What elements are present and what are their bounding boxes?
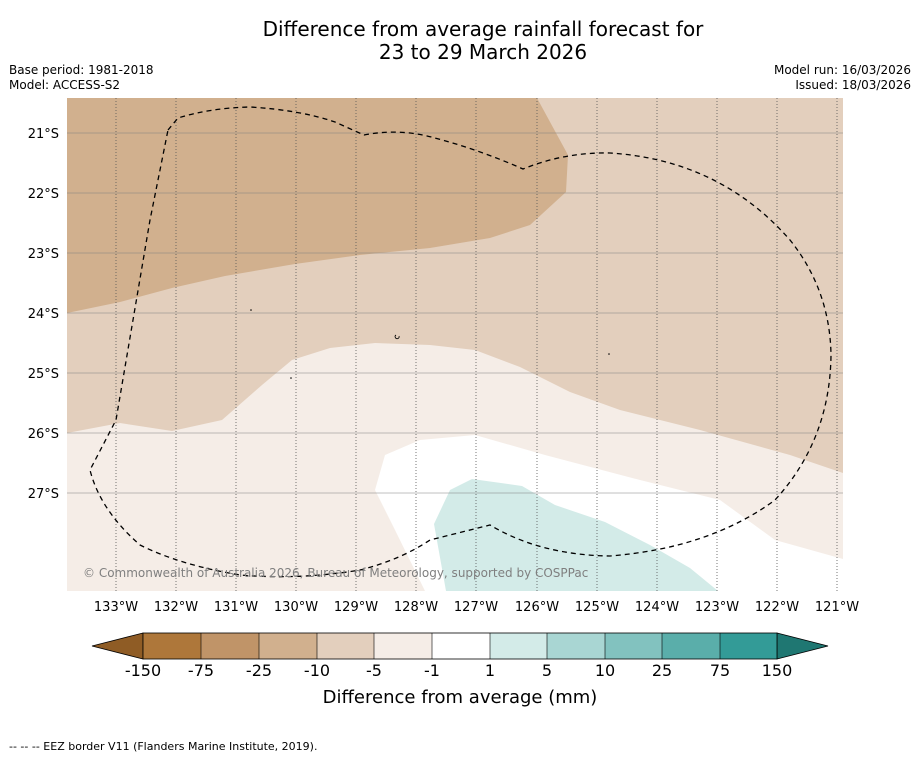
model-name: Model: ACCESS-S2	[9, 78, 121, 92]
colorbar-over-arrow	[776, 632, 829, 660]
longitude-labels: 133°W 132°W 131°W 130°W 129°W 128°W 127°…	[94, 600, 859, 615]
lon-label: 124°W	[635, 600, 679, 615]
colorbar-swatch	[662, 633, 720, 659]
colorbar: -150 -75 -25 -10 -5 -1 1 5 10 25 75 150 …	[91, 632, 829, 708]
colorbar-label: -1	[424, 661, 440, 680]
map-title: Difference from average rainfall forecas…	[0, 18, 919, 64]
colorbar-swatch	[605, 633, 662, 659]
colorbar-swatch	[317, 633, 374, 659]
lat-label: 23°S	[28, 247, 59, 262]
colorbar-title: Difference from average (mm)	[323, 687, 598, 708]
lat-label: 22°S	[28, 187, 59, 202]
colorbar-label: -75	[188, 661, 214, 680]
lon-label: 122°W	[755, 600, 799, 615]
latitude-gridlines	[67, 132, 843, 494]
colorbar-swatch	[432, 633, 490, 659]
title-line-1: Difference from average rainfall forecas…	[262, 17, 704, 41]
colorbar-dividers	[200, 633, 721, 659]
colorbar-swatch	[490, 633, 547, 659]
lon-label: 128°W	[394, 600, 438, 615]
issued-date: Issued: 18/03/2026	[795, 78, 911, 92]
colorbar-label: 75	[710, 661, 730, 680]
island-outline	[394, 334, 400, 340]
colorbar-labels: -150 -75 -25 -10 -5 -1 1 5 10 25 75 150	[125, 661, 792, 680]
base-period: Base period: 1981-2018	[9, 63, 154, 77]
lon-label: 126°W	[515, 600, 559, 615]
colorbar-label: 5	[542, 661, 552, 680]
lon-label: 121°W	[815, 600, 859, 615]
lat-label: 25°S	[28, 367, 59, 382]
lon-label: 129°W	[334, 600, 378, 615]
longitude-gridlines	[115, 98, 838, 591]
lon-label: 132°W	[154, 600, 198, 615]
zone-plus1-to-plus5	[434, 479, 718, 591]
lat-label: 26°S	[28, 427, 59, 442]
lon-label: 133°W	[94, 600, 138, 615]
colorbar-swatch	[374, 633, 432, 659]
colorbar-swatch	[143, 633, 201, 659]
colorbar-label: 10	[595, 661, 615, 680]
colorbar-label: -10	[304, 661, 330, 680]
model-run: Model run: 16/03/2026	[773, 63, 911, 77]
meta-left: Base period: 1981-2018 Model: ACCESS-S2	[9, 63, 154, 93]
colorbar-label: -25	[246, 661, 272, 680]
lon-label: 123°W	[695, 600, 739, 615]
lat-label: 21°S	[28, 127, 59, 142]
colorbar-outline	[142, 632, 778, 660]
lat-label: 27°S	[28, 487, 59, 502]
colorbar-under-arrow	[91, 632, 144, 660]
colorbar-label: 1	[485, 661, 495, 680]
title-line-2: 23 to 29 March 2026	[378, 40, 588, 64]
lon-label: 131°W	[214, 600, 258, 615]
island-dot	[608, 353, 610, 355]
eez-border	[89, 106, 832, 578]
copyright-notice: © Commonwealth of Australia 2026, Bureau…	[83, 566, 588, 580]
rainfall-anomaly-field: © Commonwealth of Australia 2026, Bureau…	[67, 98, 843, 591]
island-dot	[290, 377, 292, 379]
lon-label: 130°W	[274, 600, 318, 615]
colorbar-label: 150	[762, 661, 793, 680]
colorbar-swatch	[720, 633, 777, 659]
zone-minus10-to-minus25	[67, 98, 568, 313]
lon-label: 127°W	[454, 600, 498, 615]
colorbar-swatch	[259, 633, 317, 659]
colorbar-swatch	[547, 633, 605, 659]
lon-label: 125°W	[575, 600, 619, 615]
colorbar-swatch	[201, 633, 259, 659]
colorbar-label: -150	[125, 661, 161, 680]
island-dot	[250, 309, 252, 311]
latitude-labels: 21°S 22°S 23°S 24°S 25°S 26°S 27°S	[28, 127, 59, 502]
colorbar-label: 25	[652, 661, 672, 680]
colorbar-label: -5	[366, 661, 382, 680]
meta-right: Model run: 16/03/2026 Issued: 18/03/2026	[774, 63, 911, 93]
eez-footnote: -- -- -- EEZ border V11 (Flanders Marine…	[9, 740, 318, 753]
lat-label: 24°S	[28, 307, 59, 322]
